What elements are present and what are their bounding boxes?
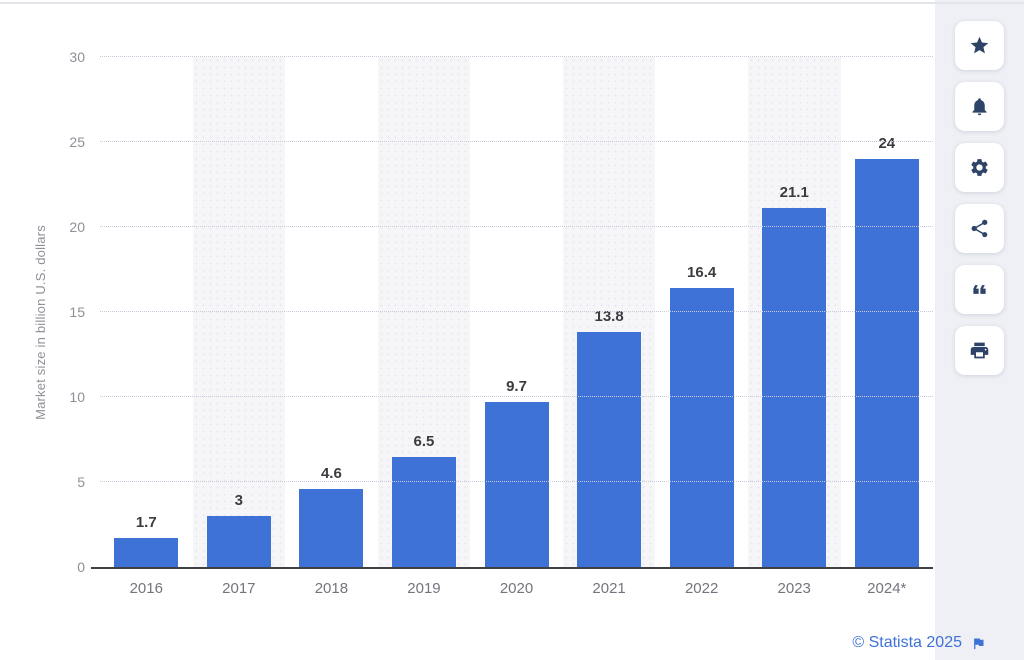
share-icon — [971, 219, 988, 238]
chart-column-2019: 6.5 2019 — [377, 57, 471, 597]
x-tick-label-2022: 2022 — [684, 580, 719, 597]
chart-column-2024*: 24 2024* — [841, 57, 934, 597]
value-label-2021: 13.8 — [594, 308, 624, 326]
x-tick-label-2020: 2020 — [499, 580, 534, 597]
value-label-2020: 9.7 — [506, 378, 527, 396]
bar-2024*[interactable] — [854, 159, 919, 567]
alerts-button[interactable] — [955, 82, 1004, 131]
x-tick-label-2023: 2023 — [777, 580, 811, 597]
bar-2016[interactable] — [114, 538, 179, 567]
settings-button[interactable] — [955, 143, 1004, 192]
bar-2021[interactable] — [577, 332, 642, 567]
value-label-2024*: 24 — [878, 135, 896, 152]
value-label-2022: 16.4 — [687, 264, 717, 282]
y-tick-label: 25 — [69, 134, 85, 150]
x-tick-label-2024*: 2024* — [867, 580, 907, 597]
statista-credit: © Statista 2025 — [852, 634, 986, 652]
x-tick-label-2017: 2017 — [222, 580, 256, 597]
chart-columns: 1.7 2016 3 2017 4.6 2018 6.5 2019 9.7 2020 13.8 202… — [100, 57, 934, 597]
value-label-2019: 6.5 — [413, 432, 435, 450]
favorite-button[interactable] — [955, 21, 1004, 70]
bell-icon — [972, 98, 987, 116]
value-label-2017: 3 — [234, 492, 244, 509]
share-button[interactable] — [955, 204, 1004, 253]
y-tick-label: 30 — [69, 49, 85, 65]
flag-icon[interactable] — [971, 636, 986, 651]
bar-2022[interactable] — [669, 288, 734, 567]
x-tick-label-2016: 2016 — [129, 580, 163, 597]
x-tick-label-2018: 2018 — [314, 580, 349, 597]
bar-2023[interactable] — [762, 208, 827, 567]
print-button[interactable] — [955, 326, 1004, 375]
y-tick-label: 5 — [77, 474, 85, 490]
chart-column-2020: 9.7 2020 — [470, 57, 563, 597]
chart-column-2023: 21.1 2023 — [747, 57, 841, 597]
chart-column-2022: 16.4 2022 — [655, 57, 748, 597]
y-tick-label: 20 — [69, 219, 85, 235]
y-tick-label: 10 — [69, 389, 85, 405]
value-label-2018: 4.6 — [320, 464, 342, 482]
y-tick-label: 0 — [77, 559, 85, 575]
bar-2017[interactable] — [206, 516, 271, 567]
chart-column-2016: 1.7 2016 — [100, 57, 193, 597]
gear-icon — [971, 159, 988, 176]
x-axis-baseline — [91, 567, 933, 569]
x-tick-label-2021: 2021 — [592, 580, 626, 597]
print-icon — [970, 342, 989, 359]
copyright-text[interactable]: © Statista 2025 — [852, 634, 962, 651]
gridline-20 — [100, 226, 933, 227]
bar-chart-plot-area: 0 5 10 15 20 25 30 1.7 2016 3 2017 4.6 2018 6.5 2019 9.… — [69, 49, 934, 597]
value-label-2016: 1.7 — [135, 514, 157, 532]
gridline-30 — [100, 56, 933, 57]
cite-button[interactable] — [955, 265, 1004, 314]
gridline-15 — [100, 311, 933, 312]
y-tick-label: 15 — [69, 304, 85, 320]
bar-2019[interactable] — [391, 456, 456, 567]
star-icon — [970, 36, 989, 54]
quote-icon — [973, 285, 986, 294]
action-toolbar — [935, 0, 1024, 660]
value-label-2023: 21.1 — [779, 184, 809, 202]
top-divider — [0, 2, 1024, 4]
chart-column-2018: 4.6 2018 — [285, 57, 378, 597]
bar-2020[interactable] — [484, 402, 549, 567]
gridline-10 — [100, 396, 933, 397]
bar-2018[interactable] — [299, 488, 364, 567]
gridline-25 — [100, 141, 933, 142]
x-tick-label-2019: 2019 — [407, 580, 441, 597]
chart-column-2017: 3 2017 — [192, 57, 286, 597]
chart-column-2021: 13.8 2021 — [562, 57, 656, 597]
gridline-5 — [100, 481, 933, 482]
